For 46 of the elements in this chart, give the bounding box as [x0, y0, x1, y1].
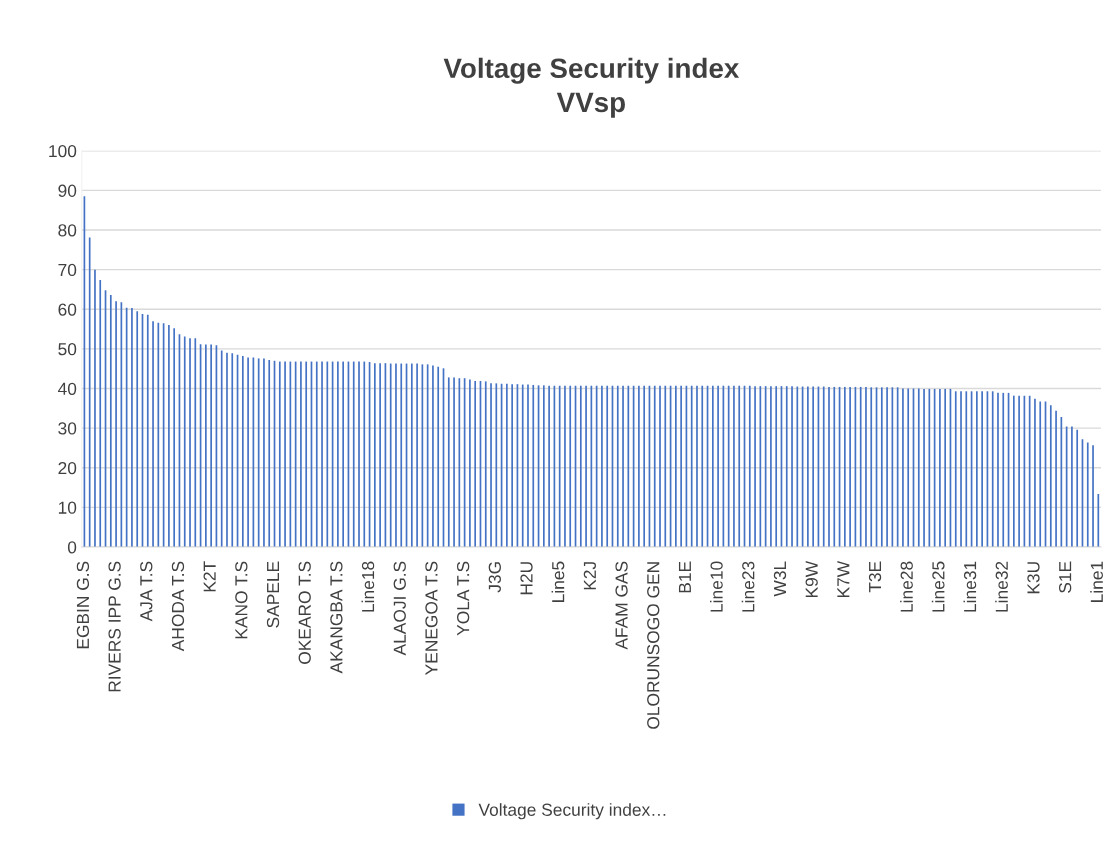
x-tick-label: Line1: [1090, 561, 1103, 602]
legend-label: Voltage Security index…: [478, 803, 666, 820]
x-tick-label: ALAOJI G.S: [393, 561, 406, 656]
x-tick-label: K2T: [203, 561, 216, 592]
y-tick-label: 100: [49, 144, 77, 158]
x-tick-label: SAPELE: [266, 561, 280, 628]
x-tick-label: Line5: [551, 561, 565, 602]
x-tick-label: W3L: [773, 561, 787, 597]
x-tick-label: K7W: [837, 560, 850, 598]
x-tick-label: RIVERS IPP G.S: [108, 561, 121, 692]
y-tick-label: 0: [67, 541, 77, 554]
y-tick-label: 30: [58, 422, 77, 435]
x-tick-label: Line31: [963, 561, 977, 612]
x-tick-label: Line25: [931, 561, 945, 612]
x-tick-label: B1E: [678, 561, 691, 593]
y-tick-label: 20: [58, 461, 77, 475]
x-tick-label: S1E: [1059, 561, 1072, 593]
x-tick-label: K3U: [1027, 562, 1040, 594]
x-tick-label: AJA T.S: [140, 561, 153, 622]
y-tick-label: 60: [58, 303, 77, 316]
x-tick-label: K9W: [805, 560, 818, 598]
x-tick-label: OKEARO T.S: [298, 561, 311, 664]
x-tick-label: YENEGOA T.S: [425, 561, 438, 675]
x-tick-label: T3E: [868, 561, 882, 593]
x-tick-label: H2U: [520, 562, 533, 595]
y-tick-label: 10: [58, 501, 77, 514]
y-tick-label: 80: [58, 224, 77, 237]
x-tick-label: AKANGBA T.S: [330, 561, 343, 674]
x-tick-label: Line28: [900, 561, 913, 612]
chart-title: Voltage Security index VVsp: [443, 57, 740, 118]
x-tick-label: Line23: [741, 561, 755, 612]
x-tick-label: J3G: [488, 562, 501, 593]
x-tick-label: AFAM GAS: [615, 561, 628, 650]
y-tick-label: 50: [58, 343, 77, 356]
y-tick-label: 70: [58, 263, 77, 277]
x-tick-label: Line32: [995, 561, 1008, 612]
x-tick-label: Line10: [710, 561, 723, 612]
x-tick-label: EGBIN G.S: [76, 561, 90, 649]
y-tick-label: 40: [57, 382, 77, 395]
x-tick-label: OLORUNSOGO GEN: [647, 562, 660, 729]
x-tick-label: K2J: [583, 562, 597, 590]
y-tick-label: 90: [58, 184, 77, 197]
x-tick-label: Line18: [361, 561, 375, 612]
x-tick-label: YOLA T.S: [456, 561, 470, 636]
x-tick-label: KANO T.S: [235, 561, 248, 639]
x-tick-label: AHODA T.S: [171, 561, 185, 652]
